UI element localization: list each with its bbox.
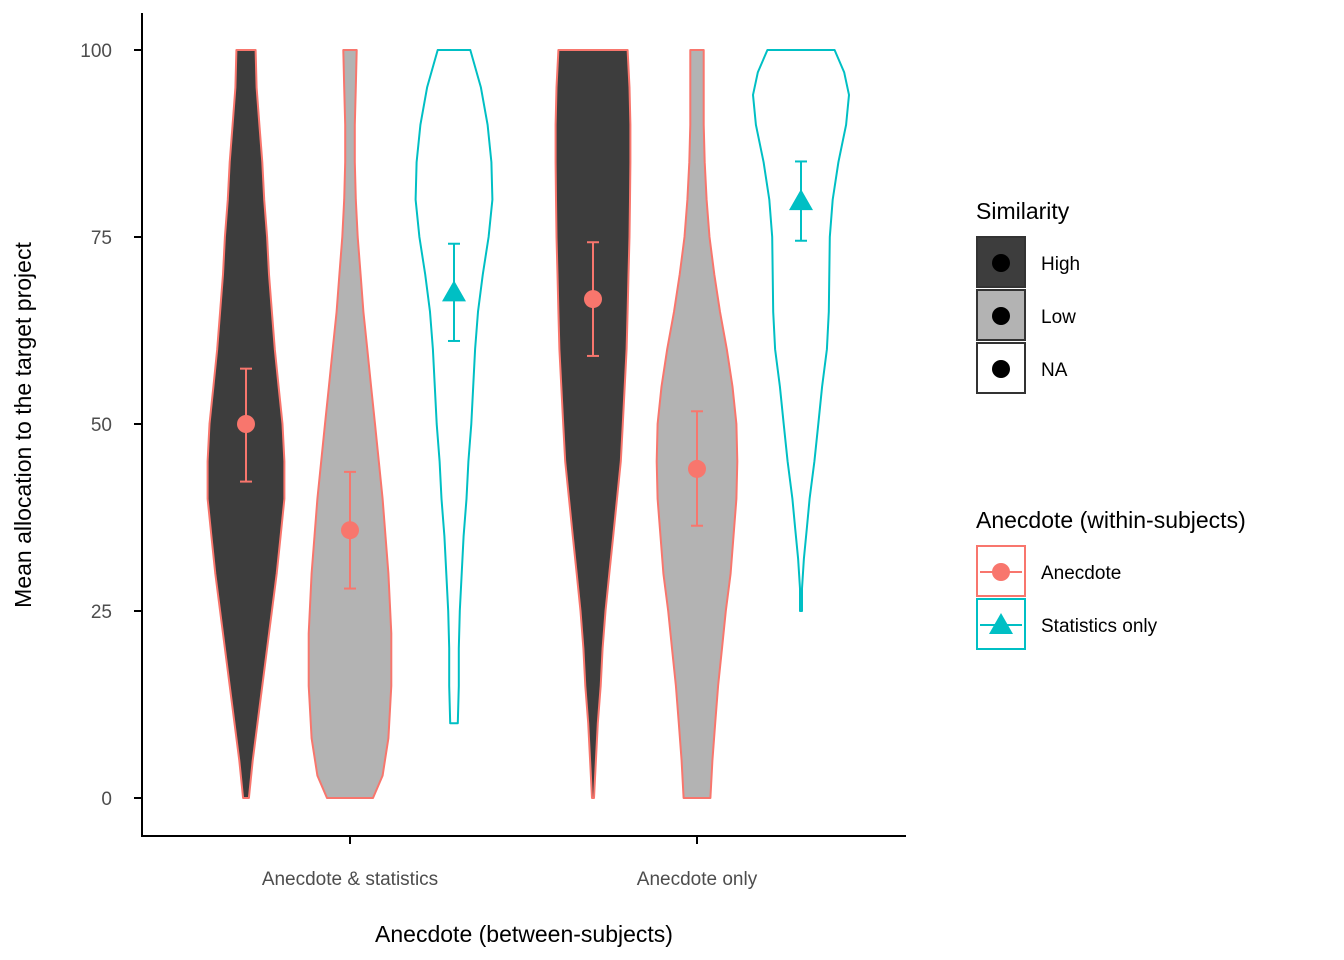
mean-point-high-anecdote-only xyxy=(584,290,602,309)
legend-anecdote-title: Anecdote (within-subjects) xyxy=(976,507,1246,533)
y-tick-label-25: 25 xyxy=(91,602,112,623)
legend-label-high: High xyxy=(1041,254,1080,275)
mean-point-high-anecdote-statistics xyxy=(237,415,255,433)
legend-key-dot-high xyxy=(992,254,1010,272)
y-tick-label-100: 100 xyxy=(80,41,112,62)
legend-label-na: NA xyxy=(1041,360,1068,381)
violin-high-anecdote-only xyxy=(554,49,632,799)
error-bars-layer xyxy=(237,160,813,590)
mean-point-na-anecdote-statistics xyxy=(442,280,466,302)
legend-key-dot-low xyxy=(992,307,1010,325)
legend-key-dot-na xyxy=(992,360,1010,378)
violin-low-anecdote-statistics xyxy=(307,49,393,799)
x-axis-title: Anecdote (between-subjects) xyxy=(375,921,673,947)
legend-label-statistics-only: Statistics only xyxy=(1041,616,1158,637)
x-ticks-layer: Anecdote & statistics Anecdote only xyxy=(262,836,758,890)
legend-anecdote-within: Anecdote (within-subjects) Anecdote Stati… xyxy=(976,507,1246,650)
legend-key-marker-anecdote xyxy=(992,563,1010,581)
violins-layer xyxy=(206,49,850,799)
mean-point-na-anecdote-only xyxy=(789,189,813,211)
mean-point-low-anecdote-statistics xyxy=(341,521,359,540)
legend-similarity-title: Similarity xyxy=(976,198,1070,224)
legend-label-anecdote: Anecdote xyxy=(1041,563,1121,584)
legend-label-low: Low xyxy=(1041,307,1076,328)
legend-similarity: Similarity High Low NA xyxy=(976,198,1080,394)
y-tick-label-75: 75 xyxy=(91,228,112,249)
y-tick-label-50: 50 xyxy=(91,415,112,436)
x-tick-label-1: Anecdote only xyxy=(637,869,758,890)
x-tick-label-0: Anecdote & statistics xyxy=(262,869,438,890)
y-axis-title: Mean allocation to the target project xyxy=(10,242,36,608)
y-ticks-layer: 0 25 50 75 100 xyxy=(80,41,142,810)
legend-key-marker-statistics-only xyxy=(989,613,1013,634)
violin-na-anecdote-only xyxy=(752,49,850,612)
y-tick-label-0: 0 xyxy=(101,789,112,810)
violin-na-anecdote-statistics xyxy=(414,49,494,725)
mean-point-low-anecdote-only xyxy=(688,459,706,478)
